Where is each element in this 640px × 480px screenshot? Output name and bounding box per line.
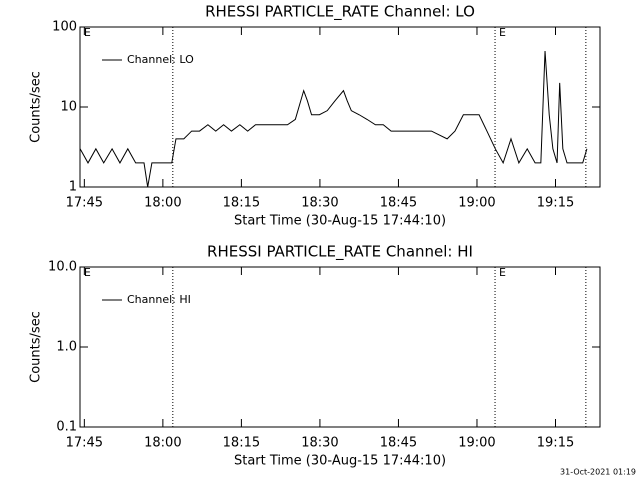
annotation: E xyxy=(499,26,506,39)
x-tick-label: 17:45 xyxy=(66,436,103,451)
y-axis-label: Counts/sec xyxy=(29,71,44,143)
y-axis-label: Counts/sec xyxy=(29,311,44,383)
annotation: E xyxy=(84,266,91,279)
x-tick-label: 18:00 xyxy=(144,196,181,211)
x-tick-label: 18:30 xyxy=(301,196,338,211)
x-tick-label: 18:45 xyxy=(380,436,417,451)
x-tick-label: 18:00 xyxy=(144,436,181,451)
y-tick-label: 100 xyxy=(52,20,77,35)
x-tick-label: 19:00 xyxy=(458,196,495,211)
x-tick-label: 19:00 xyxy=(458,436,495,451)
annotation: E xyxy=(84,26,91,39)
legend-label: Channel: HI xyxy=(127,293,191,306)
y-tick-label: 10 xyxy=(60,100,77,115)
x-tick-label: 18:15 xyxy=(223,436,260,451)
data-line xyxy=(79,51,588,188)
chart-title: RHESSI PARTICLE_RATE Channel: HI xyxy=(207,243,473,262)
x-axis-label: Start Time (30-Aug-15 17:44:10) xyxy=(234,454,446,469)
legend-label: Channel: LO xyxy=(127,53,194,66)
x-tick-label: 18:15 xyxy=(223,196,260,211)
x-tick-label: 18:30 xyxy=(301,436,338,451)
y-tick-label: 1 xyxy=(69,180,77,195)
x-axis-label: Start Time (30-Aug-15 17:44:10) xyxy=(234,214,446,229)
x-tick-label: 19:15 xyxy=(537,196,574,211)
y-tick-label: 1.0 xyxy=(56,340,77,355)
y-tick-label: 0.1 xyxy=(56,420,77,435)
y-tick-label: 10.0 xyxy=(48,260,77,275)
footer: 31-Oct-2021 01:19 xyxy=(560,468,636,477)
x-tick-label: 17:45 xyxy=(66,196,103,211)
chart-title: RHESSI PARTICLE_RATE Channel: LO xyxy=(205,3,475,22)
x-tick-label: 19:15 xyxy=(537,436,574,451)
x-tick-label: 18:45 xyxy=(380,196,417,211)
annotation: E xyxy=(499,266,506,279)
